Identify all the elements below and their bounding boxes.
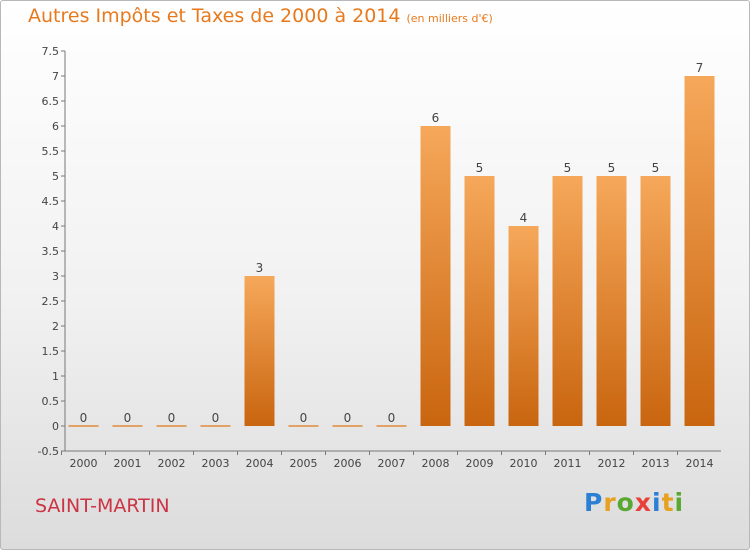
y-tick-label: 4 bbox=[52, 220, 59, 233]
bar bbox=[684, 76, 715, 426]
data-label: 0 bbox=[388, 411, 396, 425]
x-tick-label: 2001 bbox=[114, 457, 142, 470]
chart-title-area: Autres Impôts et Taxes de 2000 à 2014 (en… bbox=[28, 5, 493, 27]
y-tick-label: 4.5 bbox=[42, 195, 60, 208]
logo-letter: r bbox=[603, 488, 617, 517]
data-label: 0 bbox=[344, 411, 352, 425]
y-tick-label: 0 bbox=[52, 420, 59, 433]
proxiti-logo: Proxiti bbox=[584, 488, 684, 517]
bar bbox=[596, 176, 627, 426]
x-tick-label: 2012 bbox=[598, 457, 626, 470]
x-tick-label: 2000 bbox=[70, 457, 98, 470]
bar bbox=[244, 276, 275, 426]
x-tick-label: 2010 bbox=[510, 457, 538, 470]
y-tick-label: 1 bbox=[52, 370, 59, 383]
bar bbox=[508, 226, 539, 426]
bar bbox=[464, 176, 495, 426]
logo-letter: t bbox=[661, 488, 675, 517]
bar bbox=[420, 126, 451, 426]
chart-unit: (en milliers d'€) bbox=[406, 12, 493, 25]
x-tick-label: 2005 bbox=[290, 457, 318, 470]
logo-letter: x bbox=[634, 488, 652, 517]
y-tick-label: 3 bbox=[52, 270, 59, 283]
data-label: 0 bbox=[124, 411, 132, 425]
data-label: 0 bbox=[300, 411, 308, 425]
data-label: 5 bbox=[564, 161, 572, 175]
data-label: 5 bbox=[476, 161, 484, 175]
data-label: 5 bbox=[652, 161, 660, 175]
x-tick-label: 2007 bbox=[378, 457, 406, 470]
bar bbox=[552, 176, 583, 426]
x-tick-label: 2006 bbox=[334, 457, 362, 470]
y-tick-label: 3.5 bbox=[42, 245, 60, 258]
logo-letter: i bbox=[652, 488, 662, 517]
y-tick-label: 2.5 bbox=[42, 295, 60, 308]
logo-letter: P bbox=[584, 488, 604, 517]
y-tick-label: 6.5 bbox=[42, 95, 60, 108]
data-label: 6 bbox=[432, 111, 440, 125]
y-tick-label: 0.5 bbox=[42, 395, 60, 408]
x-tick-label: 2002 bbox=[158, 457, 186, 470]
x-tick-label: 2009 bbox=[466, 457, 494, 470]
data-label: 5 bbox=[608, 161, 616, 175]
y-tick-label: 1.5 bbox=[42, 345, 60, 358]
x-tick-label: 2014 bbox=[686, 457, 714, 470]
y-tick-label: 5 bbox=[52, 170, 59, 183]
x-tick-label: 2013 bbox=[642, 457, 670, 470]
x-tick-label: 2011 bbox=[554, 457, 582, 470]
y-tick-label: 5.5 bbox=[42, 145, 60, 158]
data-label: 0 bbox=[168, 411, 176, 425]
y-tick-label: 6 bbox=[52, 120, 59, 133]
data-label: 7 bbox=[696, 61, 704, 75]
x-tick-label: 2003 bbox=[202, 457, 230, 470]
y-tick-label: -0.5 bbox=[38, 445, 59, 458]
data-label: 4 bbox=[520, 211, 528, 225]
logo-letter: i bbox=[674, 488, 685, 517]
x-tick-label: 2004 bbox=[246, 457, 274, 470]
x-tick-label: 2008 bbox=[422, 457, 450, 470]
data-label: 0 bbox=[80, 411, 88, 425]
bar bbox=[640, 176, 671, 426]
commune-name: SAINT-MARTIN bbox=[35, 495, 170, 517]
y-tick-label: 7 bbox=[52, 70, 59, 83]
data-label: 3 bbox=[256, 261, 264, 275]
y-tick-label: 7.5 bbox=[42, 45, 60, 58]
data-label: 0 bbox=[212, 411, 220, 425]
y-tick-label: 2 bbox=[52, 320, 59, 333]
chart-title: Autres Impôts et Taxes de 2000 à 2014 bbox=[28, 5, 401, 27]
logo-letter: o bbox=[616, 488, 635, 517]
